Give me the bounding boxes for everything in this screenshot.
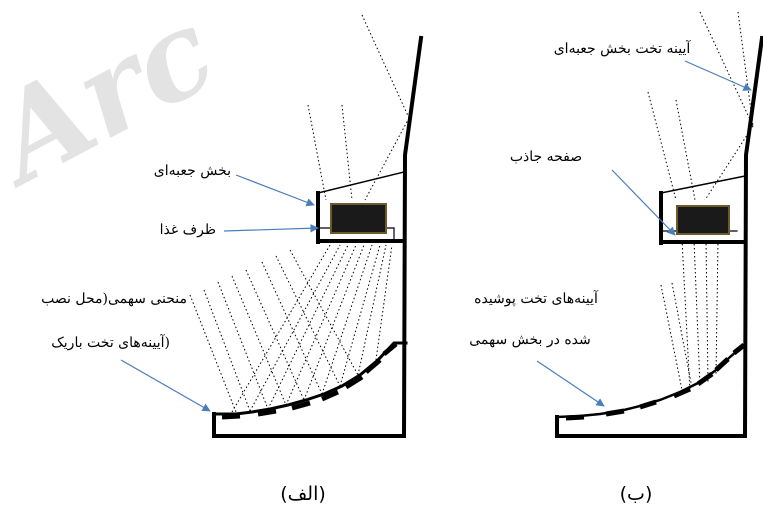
caption-panel-a: (الف) [280,483,326,505]
panel-b-structure [555,35,763,438]
label-parabolic-line1: منحنی سهمی(محل نصب [41,291,187,307]
panel-a-reflected-rays [189,244,393,413]
caption-panel-b: (ب) [620,483,653,505]
watermark-text: Arc [0,0,236,213]
label-absorber-plate: صفحه جاذب [510,149,582,165]
label-parabolic-line2: آیینه‌های تخت باریک) [51,333,170,351]
panel-b-sun-rays [647,11,754,201]
panel-b-absorber-plate [676,205,730,235]
panel-a-sun-rays [307,14,410,201]
panel-a-food-container [330,203,387,234]
panel-b: آیینه تخت بخش جعبه‌ای صفحه جاذب آیینه‌ها… [469,11,763,505]
label-food-container: ظرف غذا [160,222,216,238]
label-covered-line1: آیینه‌های تخت پوشیده [474,289,599,307]
label-box-section: بخش جعبه‌ای [154,163,231,179]
label-flat-mirror: آیینه تخت بخش جعبه‌ای [554,39,692,57]
panel-a: بخش جعبه‌ای ظرف غذا منحنی سهمی(محل نصب آ… [41,14,424,505]
panel-b-reflected-rays [660,239,719,393]
label-covered-line2: شده در بخش سهمی [469,332,591,348]
panel-a-arrows [120,174,319,412]
panel-b-parabolic-mirrors [565,343,746,421]
panel-a-parabolic-mirrors [221,342,398,420]
panel-a-structure [212,35,424,438]
panel-b-arrows [536,60,752,407]
